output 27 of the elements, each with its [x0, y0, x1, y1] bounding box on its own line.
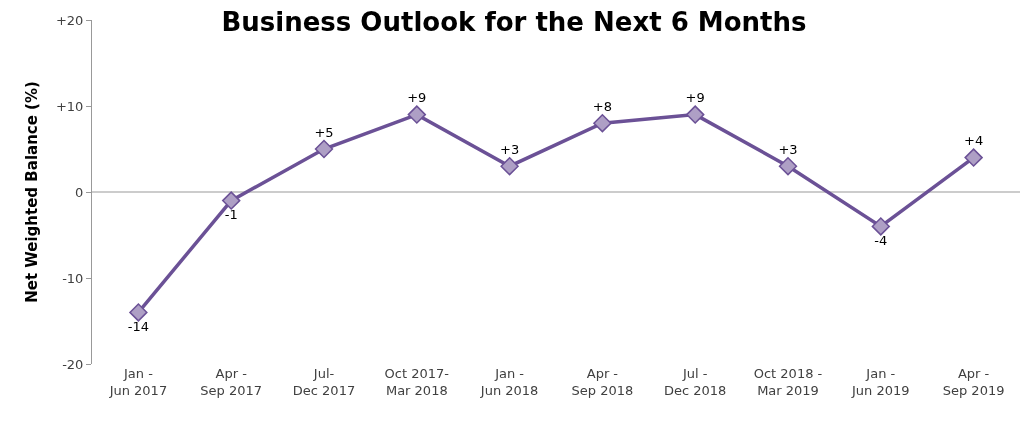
chart-title: Business Outlook for the Next 6 Months [221, 6, 807, 37]
x-tick-label: Apr - Sep 2018 [571, 366, 634, 398]
data-label: +3 [500, 141, 520, 157]
x-tick-label: Jul- Dec 2017 [292, 366, 356, 398]
x-tick-label: Jan - Jun 2017 [108, 366, 168, 398]
y-tick-label: -20 [62, 356, 84, 372]
x-tick-label: Apr - Sep 2017 [200, 366, 263, 398]
data-label: -14 [127, 319, 150, 335]
x-tick-label: Jan - Jun 2018 [479, 366, 539, 398]
data-label: +8 [592, 98, 612, 114]
x-tick-label: Oct 2018 - Mar 2019 [753, 366, 823, 398]
x-tick-label: Apr - Sep 2019 [942, 366, 1005, 398]
data-label: +4 [964, 133, 984, 149]
data-label: -4 [874, 233, 888, 249]
y-tick-label: +10 [55, 98, 84, 114]
data-label: +5 [314, 124, 334, 140]
x-tick-label: Jul - Dec 2018 [664, 366, 727, 398]
y-tick-label: -10 [62, 270, 84, 286]
data-label: -1 [224, 207, 238, 223]
y-tick-label: +20 [55, 12, 84, 28]
data-label: +3 [778, 141, 798, 157]
data-label: +9 [407, 90, 427, 106]
y-axis-title: Net Weighted Balance (%) [23, 81, 42, 303]
y-tick-label: 0 [75, 184, 84, 200]
x-tick-label: Oct 2017- Mar 2018 [384, 366, 450, 398]
data-label: +9 [685, 90, 705, 106]
x-tick-label: Jan - Jun 2019 [851, 366, 910, 398]
